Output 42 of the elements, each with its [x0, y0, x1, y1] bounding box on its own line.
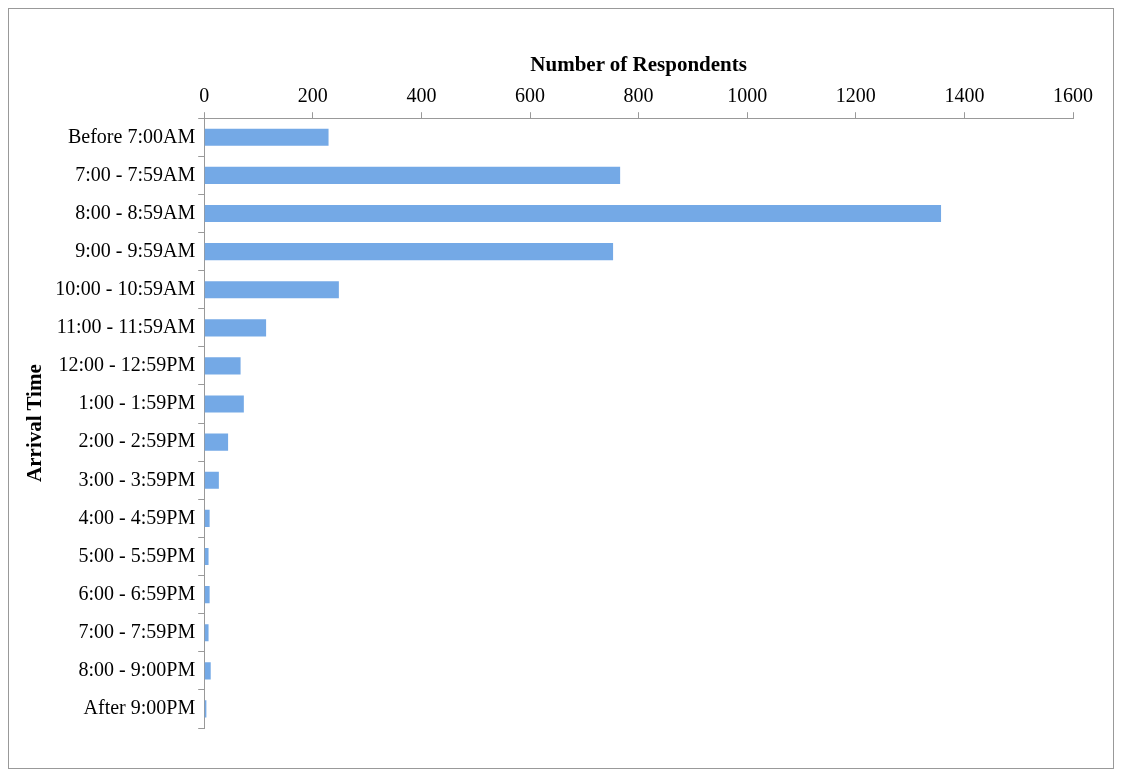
x-tick-label: 1200 — [835, 84, 876, 107]
x-tick-label: 1000 — [727, 84, 768, 107]
y-tick-label: 9:00 - 9:59AM — [75, 238, 196, 261]
x-tick-label: 1600 — [1053, 84, 1093, 107]
y-tick-label: 5:00 - 5:59PM — [78, 543, 196, 566]
y-tick-label: 1:00 - 1:59PM — [78, 391, 196, 414]
x-tick-label: 0 — [199, 84, 210, 107]
y-tick-label: Before 7:00AM — [68, 124, 196, 147]
bar — [204, 243, 614, 261]
y-tick-label: 6:00 - 6:59PM — [78, 581, 196, 604]
bar — [204, 204, 942, 223]
bar — [204, 395, 244, 413]
bar — [204, 547, 209, 566]
y-tick-label: 12:00 - 12:59PM — [58, 353, 196, 376]
bar — [204, 166, 621, 184]
x-tick-label: 400 — [406, 84, 437, 107]
x-tick-label: 1400 — [944, 84, 985, 107]
x-tick-label: 600 — [515, 84, 545, 107]
bar — [204, 357, 241, 375]
y-tick-label: 2:00 - 2:59PM — [78, 429, 196, 452]
y-axis-title: Arrival Time — [22, 364, 47, 482]
bar — [204, 281, 339, 299]
y-tick-label: 10:00 - 10:59AM — [55, 276, 196, 299]
y-tick-label: 11:00 - 11:59AM — [56, 315, 196, 338]
bar — [204, 128, 329, 146]
y-tick-label: 4:00 - 4:59PM — [78, 505, 196, 528]
bar — [204, 509, 210, 527]
bar — [204, 624, 209, 642]
y-tick-label: After 9:00PM — [83, 696, 196, 719]
bar — [204, 471, 219, 489]
y-tick-label: 7:00 - 7:59AM — [75, 162, 196, 185]
x-tick-label: 200 — [297, 84, 328, 107]
x-axis-title: Number of Respondents — [530, 52, 747, 77]
bar — [204, 319, 267, 337]
bar — [204, 586, 210, 604]
bar — [204, 433, 229, 451]
bar — [204, 662, 211, 680]
y-tick-label: 7:00 - 7:59PM — [78, 619, 196, 642]
y-tick-label: 3:00 - 3:59PM — [78, 467, 196, 490]
y-tick-label: 8:00 - 9:00PM — [78, 658, 196, 681]
x-tick-label: 800 — [623, 84, 654, 107]
y-tick-label: 8:00 - 8:59AM — [75, 200, 196, 223]
